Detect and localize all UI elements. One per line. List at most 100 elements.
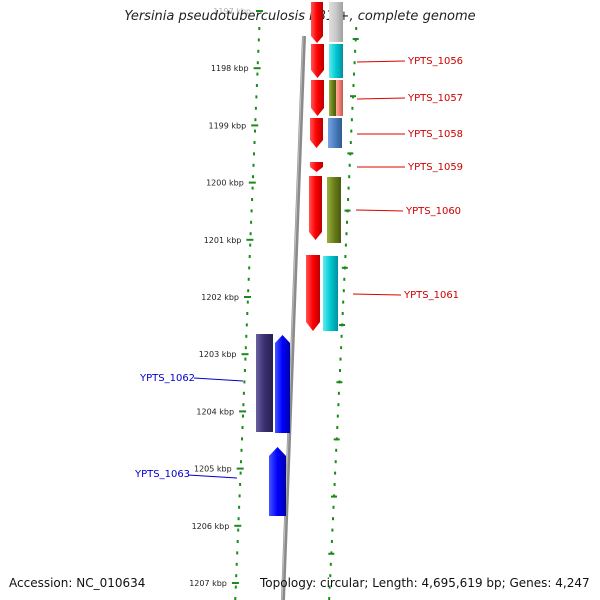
tick-mark [248,181,256,184]
gene-label[interactable]: YPTS_1056 [407,56,463,67]
guide-dot [249,243,252,247]
guide-dot [247,289,250,293]
tick-mark [336,381,343,384]
guide-dot [337,391,340,395]
tick-mark [241,353,249,356]
tick-label: 1203 kbp [199,350,237,359]
gene-YPTS-1056-arrow[interactable] [311,44,324,78]
gene-YPTS-1062-arrow[interactable] [275,335,290,433]
guide-dot [332,517,334,521]
guide-dot [348,163,351,167]
scale-ticks: 1197 kbp 1198 kbp 1199 kbp 1200 kbp 1201 kbp… [189,7,359,588]
cog-box-grey [329,2,343,42]
guide-dot [339,357,342,361]
gene-label[interactable]: YPTS_1058 [407,129,463,140]
guide-dot [237,528,240,532]
tick-mark [347,152,354,155]
cog-box-cyan [323,256,338,331]
tick-label: 1206 kbp [192,522,230,531]
guide-dot [334,460,337,464]
tick-mark [244,296,251,298]
guide-dot [256,72,259,76]
guide-dot [239,471,242,475]
gene-YPTS-1058-arrow[interactable] [310,118,323,148]
tick-mark [246,238,254,241]
guide-dot [330,540,333,543]
guide-dot [243,369,246,372]
guide-dot [242,391,245,395]
gene-YPTS-1061-arrow[interactable] [306,255,320,331]
gene-YPTS-1063-arrow[interactable] [269,447,286,516]
leader-line [355,209,404,212]
tick-mark [328,552,335,555]
gene-label[interactable]: YPTS_1063 [134,469,190,480]
guide-dot [245,323,248,327]
guide-dot [249,232,252,236]
tick-mark [341,266,348,269]
guide-dot [349,141,352,144]
guide-dot [254,106,257,110]
cog-box-navy [256,334,273,432]
guide-dot [256,61,259,65]
tick-label: 1199 kbp [208,121,246,130]
tick-mark [352,38,359,40]
tick-mark [251,124,259,127]
gene-label[interactable]: YPTS_1061 [403,290,459,301]
guide-dot [339,369,341,372]
guide-dot [346,220,348,224]
tick-mark [339,324,346,326]
guide-dot [252,175,254,179]
guide-dot [255,84,258,87]
guide-dot [235,574,238,578]
leader-line [356,60,406,63]
leader-line [187,474,238,479]
guide-dot [239,483,242,486]
tick-mark [231,582,239,584]
gene-labels: YPTS_1056 YPTS_1057 YPTS_1058 YPTS_1059 … [134,56,463,480]
guide-dot [344,243,347,247]
guide-dot [329,562,332,566]
guide-dot [350,118,353,122]
guide-dot [352,84,355,87]
guide-dot [251,198,254,201]
guide-dot [241,437,243,441]
guide-dot [341,312,344,315]
gene-label[interactable]: YPTS_1059 [407,162,463,173]
cog-box-salmon [336,80,343,116]
guide-dot [241,426,244,429]
guide-dot [245,334,248,338]
gene-YPTS-1059-arrow[interactable] [310,162,323,172]
guide-dot [335,448,338,452]
tick-mark [350,95,356,98]
guide-dot [355,27,358,30]
guide-dot [347,186,350,190]
topology-text: Topology: circular; Length: 4,695,619 bp… [260,576,590,590]
leader-line [356,97,406,100]
gene-label[interactable]: YPTS_1062 [139,373,195,384]
guide-dot [340,346,343,350]
gene-label[interactable]: YPTS_1057 [407,93,463,104]
guide-dot [237,517,240,521]
guide-dot [328,597,331,600]
gene-YPTS-1057-arrow[interactable] [311,80,324,116]
guide-dot [250,220,253,224]
forward-genes [306,2,343,331]
guide-dot [334,471,337,475]
guide-dot [255,95,258,99]
guide-dot [242,403,245,407]
gene-YPTS-1060-arrow[interactable] [309,176,322,240]
tick-label: 1205 kbp [194,465,232,474]
guide-dot [244,357,247,361]
guide-dot [354,49,357,53]
accession-text: Accession: NC_010634 [9,576,146,590]
guide-dot [257,49,260,53]
guide-dot [344,255,347,258]
guide-dot [257,38,260,42]
cog-box-olive [327,177,341,243]
tick-mark [331,495,337,498]
gene-label[interactable]: YPTS_1060 [405,206,461,217]
tick-mark [333,438,340,441]
guide-dot [242,414,244,418]
cog-box-olive [329,80,336,116]
gene-YPTS-1055-arrow[interactable] [311,2,323,43]
